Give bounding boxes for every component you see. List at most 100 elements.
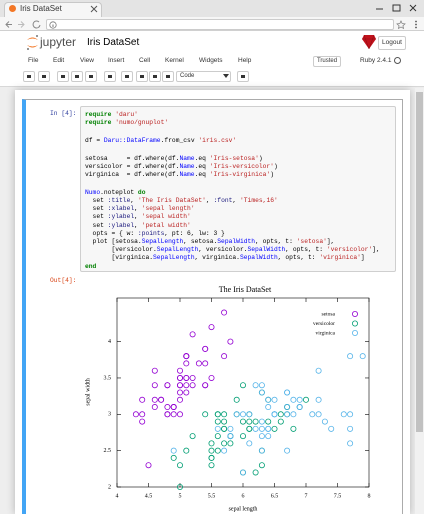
favicon (9, 5, 16, 12)
point (347, 425, 354, 432)
logout-button[interactable]: Logout (378, 36, 406, 50)
point (258, 462, 265, 469)
point (221, 353, 228, 360)
jupyter-logo-text[interactable]: jupyter (40, 35, 77, 49)
tab-title: Iris DataSet (20, 4, 62, 13)
code-line: plot [setosa.SepalLength, setosa.SepalWi… (85, 237, 335, 245)
toolbar-button[interactable] (149, 71, 161, 82)
window-controls[interactable] (370, 2, 422, 14)
point (347, 440, 354, 447)
x-tick-label: 7 (305, 493, 308, 499)
menu-item[interactable]: Kernel (165, 57, 184, 64)
toolbar-button[interactable] (162, 71, 174, 82)
point (265, 404, 272, 411)
point (221, 418, 228, 425)
point (139, 418, 146, 425)
browser-menu[interactable] (396, 19, 422, 30)
point (277, 411, 284, 418)
menu-item[interactable]: Insert (108, 57, 125, 64)
toolbar-button[interactable] (104, 71, 116, 82)
scrollbar-thumb[interactable] (416, 92, 423, 432)
kernel-logo (362, 34, 376, 50)
site-info-icon[interactable] (49, 21, 57, 29)
point (183, 360, 190, 367)
point (271, 396, 278, 403)
toolbar-icon (241, 75, 245, 78)
code-line: versicolor = df.where(df.Name.eq 'Iris-v… (85, 162, 278, 170)
toolbar-button[interactable] (57, 71, 69, 82)
point (302, 396, 309, 403)
toolbar-button[interactable] (85, 71, 97, 82)
point (202, 382, 209, 389)
point (246, 411, 253, 418)
code-line: set :title, 'The Iris DataSet', :font, '… (85, 196, 278, 204)
point (296, 404, 303, 411)
tab-close[interactable] (90, 5, 98, 13)
x-tick-label: 5.5 (208, 493, 216, 499)
url-field[interactable] (46, 19, 394, 30)
y-tick-label: 4 (108, 339, 111, 345)
point (359, 353, 366, 360)
menu-item[interactable]: File (28, 57, 39, 64)
toolbar-icon (153, 75, 157, 78)
legend-label: setosa (322, 311, 336, 317)
code-line: require 'numo/gnuplot' (85, 119, 169, 127)
chart-title: The Iris DataSet (219, 285, 272, 294)
toolbar-button[interactable] (38, 71, 50, 82)
toolbar-icon (61, 75, 65, 78)
code-line: setosa = df.where(df.Name.eq 'Iris-setos… (85, 154, 263, 162)
point (145, 462, 152, 469)
y-tick-label: 3 (108, 412, 111, 418)
legend-marker (351, 310, 358, 317)
point (265, 425, 272, 432)
point (328, 425, 335, 432)
y-tick-label: 2.5 (104, 448, 112, 454)
point (265, 418, 272, 425)
point (151, 367, 158, 374)
point (347, 411, 354, 418)
point (258, 382, 265, 389)
y-tick-label: 3.5 (104, 375, 112, 381)
code-input[interactable]: require 'daru' require 'numo/gnuplot' df =… (80, 106, 396, 272)
toolbar-button[interactable] (136, 71, 148, 82)
point (265, 433, 272, 440)
point (284, 389, 291, 396)
point (246, 440, 253, 447)
y-axis-label: sepal width (85, 378, 91, 406)
point (208, 374, 215, 381)
browser-tab[interactable] (4, 2, 102, 17)
nav-buttons[interactable] (4, 19, 46, 30)
code-line: df = Daru::DataFrame.from_csv 'iris.csv' (85, 136, 237, 144)
tab-bar (0, 0, 424, 17)
point (227, 433, 234, 440)
toolbar-button[interactable] (71, 71, 83, 82)
menu-item[interactable]: Widgets (199, 57, 223, 64)
menu-item[interactable]: Cell (139, 57, 151, 64)
point (195, 360, 202, 367)
point (284, 447, 291, 454)
code-line: [virginica.SepalLength, virginica.SepalW… (85, 254, 365, 262)
point (233, 411, 240, 418)
notebook-name[interactable]: Iris DataSet (87, 37, 140, 48)
point (170, 447, 177, 454)
point (271, 425, 278, 432)
toolbar-button[interactable] (23, 71, 35, 82)
point (214, 425, 221, 432)
menu-item[interactable]: Edit (53, 57, 65, 64)
code-cell[interactable] (22, 99, 403, 514)
trusted-indicator[interactable]: Trusted (313, 56, 341, 67)
point (176, 396, 183, 403)
point (221, 309, 228, 316)
toolbar-button[interactable] (121, 71, 133, 82)
point (246, 418, 253, 425)
cell-type-dropdown[interactable]: Code (176, 71, 231, 82)
point (290, 411, 297, 418)
point (189, 382, 196, 389)
menu-item[interactable]: View (80, 57, 94, 64)
point (214, 433, 221, 440)
x-tick-label: 4.5 (145, 493, 153, 499)
toolbar-icon (166, 75, 170, 78)
y-tick-label: 2 (108, 484, 111, 490)
toolbar-button[interactable] (237, 71, 249, 82)
menu-item[interactable]: Help (238, 57, 252, 64)
